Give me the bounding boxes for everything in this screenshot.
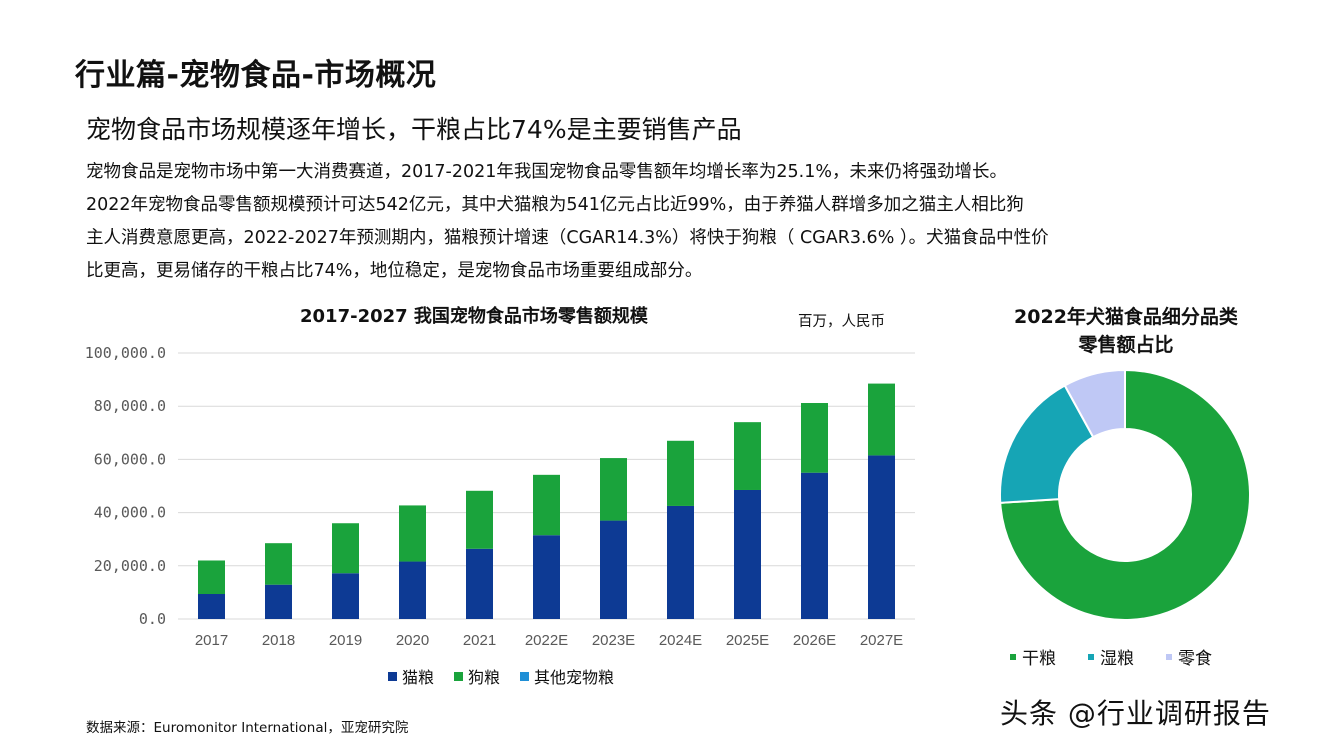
legend-swatch	[520, 671, 530, 681]
y-tick-label: 100,000.0	[85, 344, 166, 362]
bar-chart-legend: 猫粮 狗粮 其他宠物粮	[388, 664, 614, 688]
bar-segment	[801, 472, 828, 619]
paragraph-line: 主人消费意愿更高，2022-2027年预测期内，猫粮预计增速（CGAR14.3%…	[86, 228, 1049, 248]
donut-title-line: 零售额占比	[1078, 334, 1174, 356]
bar-segment	[801, 403, 828, 473]
legend-item-dog-food: 狗粮	[454, 664, 500, 688]
data-source-note: 数据来源：Euromonitor International，亚宠研究院	[86, 720, 409, 736]
y-tick-label: 80,000.0	[94, 397, 166, 415]
x-tick-label: 2024E	[659, 632, 702, 649]
bar-segment	[533, 535, 560, 619]
bar-segment	[399, 561, 426, 619]
legend-item-wet-food: 湿粮	[1088, 644, 1134, 669]
legend-swatch	[1166, 653, 1172, 660]
donut-slice	[1063, 368, 1126, 439]
x-tick-label: 2019	[329, 632, 362, 649]
donut-chart	[999, 368, 1251, 621]
donut-slice	[999, 368, 1251, 621]
paragraph-line: 2022年宠物食品零售额规模预计可达542亿元，其中犬猫粮为541亿元占比近99…	[86, 195, 1024, 215]
legend-label: 猫粮	[402, 668, 435, 687]
bar-segment	[399, 505, 426, 562]
bar-segment	[265, 543, 292, 585]
donut-chart-title: 2022年犬猫食品细分品类 零售额占比	[990, 303, 1262, 359]
bar-segment	[533, 474, 560, 536]
bar-segment	[667, 440, 694, 506]
bar-segment	[265, 584, 292, 619]
donut-chart-legend: 干粮 湿粮 零食	[1010, 644, 1212, 669]
y-tick-label: 60,000.0	[94, 450, 166, 468]
bar-segment	[332, 573, 359, 619]
bar-segment	[600, 458, 627, 521]
page-subtitle: 宠物食品市场规模逐年增长，干粮占比74%是主要销售产品	[86, 115, 742, 144]
bar-segment	[198, 593, 225, 619]
legend-item-dry-food: 干粮	[1010, 644, 1056, 669]
legend-item-cat-food: 猫粮	[388, 664, 434, 688]
page-title: 行业篇-宠物食品-市场概况	[75, 58, 437, 93]
x-tick-label: 2022E	[525, 632, 568, 649]
legend-label: 湿粮	[1100, 649, 1134, 669]
bar-segment	[466, 490, 493, 549]
legend-swatch	[1010, 653, 1016, 660]
legend-swatch	[388, 671, 397, 681]
bar-segment	[198, 560, 225, 594]
donut-title-line: 2022年犬猫食品细分品类	[1014, 306, 1238, 328]
x-tick-label: 2026E	[793, 632, 836, 649]
x-tick-label: 2017	[195, 632, 228, 649]
legend-swatch	[454, 671, 464, 681]
bar-segment	[868, 455, 895, 619]
legend-label: 零食	[1178, 649, 1212, 669]
watermark-text: 头条 @行业调研报告	[1000, 697, 1271, 730]
x-tick-label: 2021	[463, 632, 496, 649]
x-tick-label: 2025E	[726, 632, 769, 649]
bar-segment	[667, 505, 694, 619]
bar-segment	[466, 548, 493, 619]
bar-segment	[734, 489, 761, 619]
bar-chart: 100,000.0 80,000.0 60,000.0 40,000.0 20,000.…	[85, 344, 915, 649]
legend-item-other-pet-food: 其他宠物粮	[520, 664, 614, 688]
bar-segment	[734, 422, 761, 490]
legend-label: 狗粮	[468, 668, 501, 687]
legend-item-snacks: 零食	[1166, 644, 1212, 669]
bar-segment	[600, 520, 627, 619]
bar-segment	[868, 383, 895, 456]
legend-swatch	[1088, 653, 1094, 660]
y-tick-label: 20,000.0	[94, 557, 166, 575]
x-tick-label: 2018	[262, 632, 295, 649]
bar-chart-unit: 百万，人民币	[798, 314, 885, 330]
paragraph-line: 比更高，更易储存的干粮占比74%，地位稳定，是宠物食品市场重要组成部分。	[86, 261, 703, 281]
paragraph-line: 宠物食品是宠物市场中第一大消费赛道，2017-2021年我国宠物食品零售额年均增…	[86, 162, 1007, 182]
y-tick-label: 0.0	[139, 610, 166, 628]
bar-chart-title: 2017-2027 我国宠物食品市场零售额规模	[300, 306, 648, 327]
legend-label: 其他宠物粮	[534, 668, 615, 687]
x-tick-label: 2027E	[860, 632, 903, 649]
summary-paragraph: 宠物食品是宠物市场中第一大消费赛道，2017-2021年我国宠物食品零售额年均增…	[86, 156, 1266, 288]
y-tick-label: 40,000.0	[94, 504, 166, 522]
x-tick-label: 2023E	[592, 632, 635, 649]
legend-label: 干粮	[1022, 649, 1056, 669]
bar-segment	[332, 523, 359, 574]
x-tick-label: 2020	[396, 632, 429, 649]
